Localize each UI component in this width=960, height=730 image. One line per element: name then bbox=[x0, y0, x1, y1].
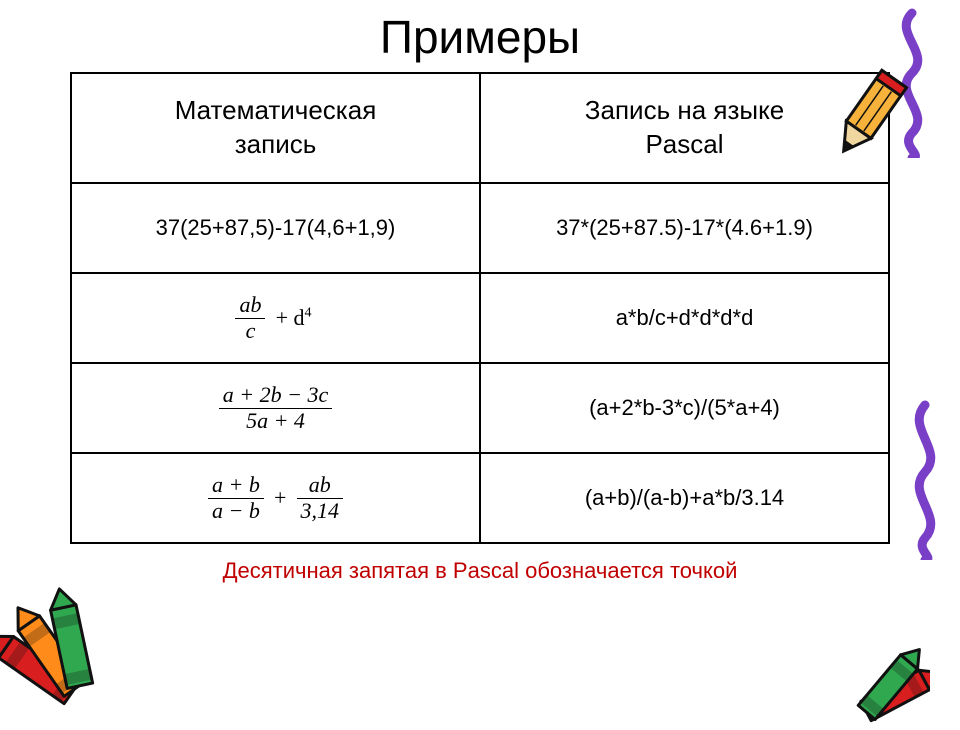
header-math: Математическая запись bbox=[71, 73, 480, 183]
fraction-denominator: a − b bbox=[208, 499, 264, 523]
table-row: a + b a − b + ab 3,14 (a+b)/(a-b)+a*b/3.… bbox=[71, 453, 889, 543]
fraction-numerator: a + 2b − 3c bbox=[219, 383, 332, 408]
exponent: 4 bbox=[305, 306, 312, 321]
crayons-icon bbox=[810, 640, 930, 730]
header-math-l1: Математическая bbox=[175, 95, 377, 125]
fraction: ab 3,14 bbox=[297, 473, 344, 522]
after-frac: + d4 bbox=[272, 305, 316, 330]
fraction-denominator: 3,14 bbox=[297, 499, 344, 523]
pascal-cell: (a+b)/(a-b)+a*b/3.14 bbox=[480, 453, 889, 543]
after-text: + d bbox=[276, 305, 305, 330]
fraction: ab c bbox=[235, 293, 265, 342]
fraction-denominator: 5a + 4 bbox=[219, 409, 332, 433]
pascal-cell: (a+2*b-3*c)/(5*a+4) bbox=[480, 363, 889, 453]
page-title: Примеры bbox=[0, 0, 960, 72]
math-cell: a + 2b − 3c 5a + 4 bbox=[71, 363, 480, 453]
squiggle-icon bbox=[897, 400, 952, 560]
header-pascal-l2: Pascal bbox=[645, 129, 723, 159]
table-header-row: Математическая запись Запись на языке Pa… bbox=[71, 73, 889, 183]
pascal-cell: 37*(25+87.5)-17*(4.6+1.9) bbox=[480, 183, 889, 273]
fraction-numerator: a + b bbox=[208, 473, 264, 498]
fraction-numerator: ab bbox=[235, 293, 265, 318]
math-cell: a + b a − b + ab 3,14 bbox=[71, 453, 480, 543]
table-row: ab c + d4 a*b/c+d*d*d*d bbox=[71, 273, 889, 363]
plus-sign: + bbox=[270, 485, 290, 510]
fraction-denominator: c bbox=[235, 319, 265, 343]
pascal-cell: a*b/c+d*d*d*d bbox=[480, 273, 889, 363]
table-row: a + 2b − 3c 5a + 4 (a+2*b-3*c)/(5*a+4) bbox=[71, 363, 889, 453]
header-math-l2: запись bbox=[235, 129, 317, 159]
examples-table: Математическая запись Запись на языке Pa… bbox=[70, 72, 890, 544]
fraction: a + b a − b bbox=[208, 473, 264, 522]
fraction-numerator: ab bbox=[297, 473, 344, 498]
table-row: 37(25+87,5)-17(4,6+1,9) 37*(25+87.5)-17*… bbox=[71, 183, 889, 273]
header-pascal-l1: Запись на языке bbox=[585, 95, 784, 125]
crayons-icon bbox=[0, 580, 170, 720]
pencil-icon bbox=[825, 62, 915, 172]
fraction: a + 2b − 3c 5a + 4 bbox=[219, 383, 332, 432]
math-cell: 37(25+87,5)-17(4,6+1,9) bbox=[71, 183, 480, 273]
math-cell: ab c + d4 bbox=[71, 273, 480, 363]
